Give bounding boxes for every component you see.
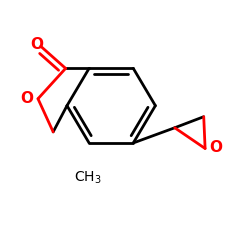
Text: O: O [30,38,43,52]
Text: CH$_3$: CH$_3$ [74,169,102,186]
Text: O: O [209,140,222,154]
Text: O: O [20,91,34,106]
